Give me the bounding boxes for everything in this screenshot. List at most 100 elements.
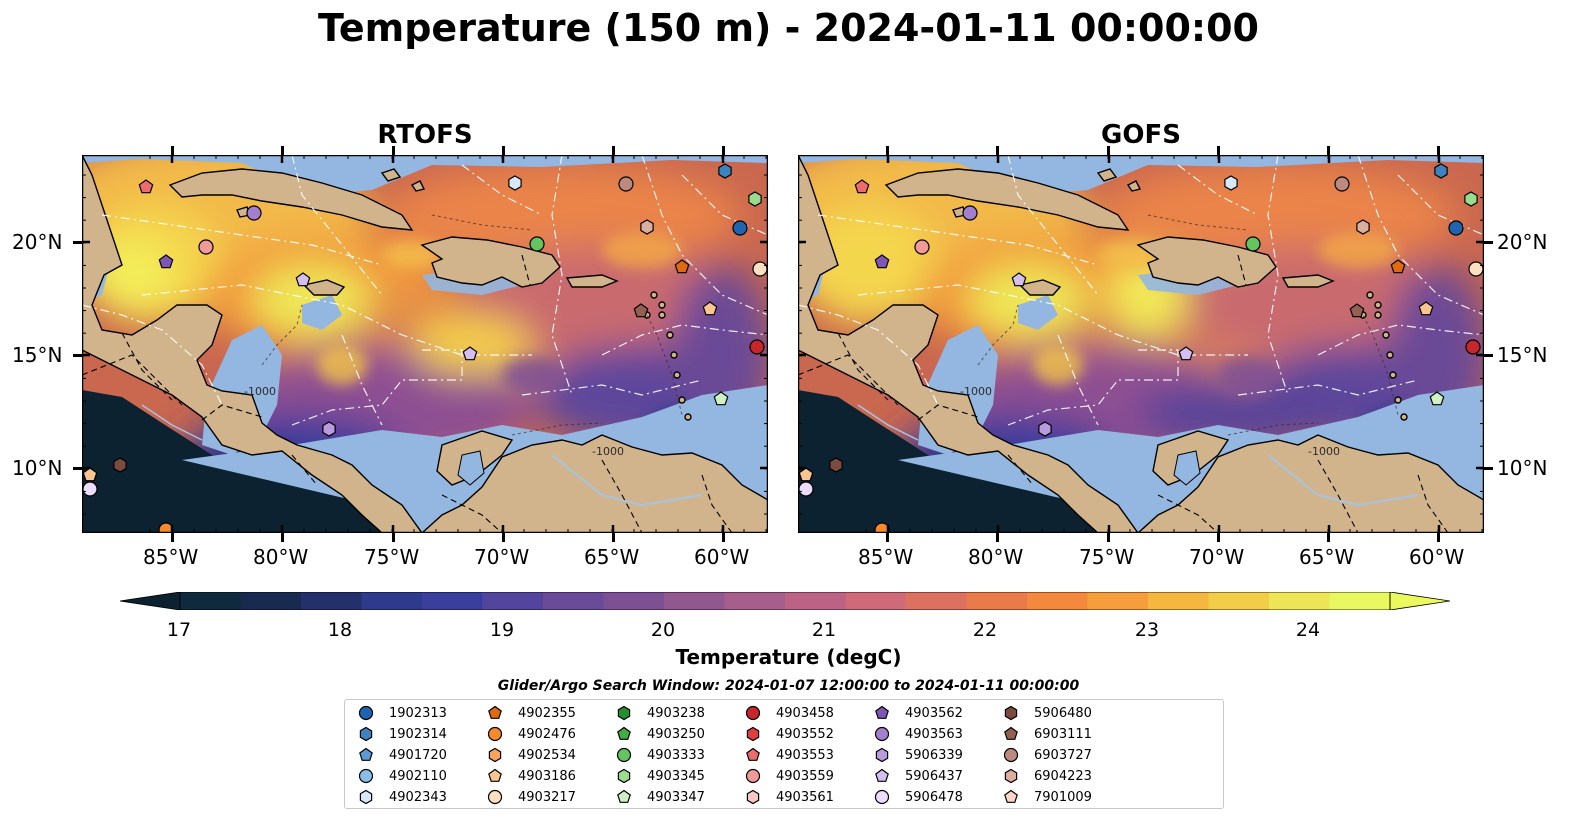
legend-item: 5906339 [873, 745, 963, 765]
legend-label: 5906437 [905, 768, 963, 784]
circle-marker-icon [487, 726, 503, 742]
axis-tick [171, 146, 174, 155]
legend-label: 5906480 [1034, 705, 1092, 721]
legend-item: 4902110 [357, 766, 447, 786]
colorbar-graphic [119, 591, 1451, 611]
pentagon-marker-icon [1004, 789, 1018, 803]
circle-marker-icon [1003, 747, 1019, 763]
lon-label-85w-gofs: 85°W [858, 545, 914, 569]
legend-label: 4903561 [776, 789, 834, 805]
legend-label: 6903727 [1034, 747, 1092, 763]
lon-label-70w-gofs: 70°W [1189, 545, 1245, 569]
panel-title-gofs: GOFS [1101, 120, 1181, 150]
panel-title-rtofs: RTOFS [377, 120, 473, 150]
pentagon-marker-icon [875, 768, 889, 782]
legend-item: 7901009 [1002, 787, 1092, 807]
pentagon-marker-icon [359, 747, 373, 761]
lon-label-75w-gofs: 75°W [1079, 545, 1135, 569]
lat-label-20n-right: 20°N [1497, 230, 1548, 254]
map-graphic: -1000 -1000 [798, 155, 1484, 533]
contour-label: -1000 [1308, 445, 1340, 458]
axis-tick [1437, 146, 1440, 155]
circle-marker-icon [745, 705, 761, 721]
legend-item: 4901720 [357, 745, 447, 765]
legend-item: 4903217 [486, 787, 576, 807]
axis-tick [612, 533, 615, 542]
pentagon-marker-icon [488, 768, 502, 782]
legend-label: 4902534 [518, 747, 576, 763]
lon-label-75w-rtofs: 75°W [364, 545, 420, 569]
legend-item: 4902355 [486, 703, 576, 723]
legend-label: 4901720 [389, 747, 447, 763]
circle-marker-icon [874, 789, 890, 805]
colorbar-tick-19: 19 [489, 619, 515, 641]
figure-title: Temperature (150 m) - 2024-01-11 00:00:0… [317, 6, 1259, 50]
pentagon-marker-icon [1004, 726, 1018, 740]
legend-label: 4902110 [389, 768, 447, 784]
legend-item: 4903347 [615, 787, 705, 807]
legend-item: 6903111 [1002, 724, 1092, 744]
legend-label: 7901009 [1034, 789, 1092, 805]
axis-tick [1327, 533, 1330, 542]
map-graphic: -1000 -1000 [82, 155, 768, 533]
hexagon-marker-icon [875, 747, 889, 763]
axis-tick [1484, 354, 1493, 357]
axis-tick [1484, 467, 1493, 470]
lat-label-10n-right: 10°N [1497, 456, 1548, 480]
lat-label-10n-left: 10°N [12, 456, 63, 480]
legend-label: 4903559 [776, 768, 834, 784]
lat-label-20n-left: 20°N [12, 230, 63, 254]
lon-label-60w-gofs: 60°W [1409, 545, 1465, 569]
axis-tick [392, 533, 395, 542]
axis-tick [996, 533, 999, 542]
legend-item: 4903552 [744, 724, 834, 744]
hexagon-marker-icon [488, 747, 502, 763]
axis-tick [886, 533, 889, 542]
contour-label: -1000 [960, 385, 992, 398]
circle-marker-icon [358, 768, 374, 784]
float-legend: 1902313 1902314 4901720 4902110 4902343 49023… [344, 699, 1224, 809]
legend-label: 1902313 [389, 705, 447, 721]
legend-label: 4903345 [647, 768, 705, 784]
legend-label: 4903186 [518, 768, 576, 784]
rtofs-map-panel[interactable]: -1000 -1000 [82, 155, 768, 533]
colorbar-tick-18: 18 [327, 619, 353, 641]
legend-label: 6903111 [1034, 726, 1092, 742]
axis-tick [392, 146, 395, 155]
axis-tick [1107, 533, 1110, 542]
legend-item: 5906480 [1002, 703, 1092, 723]
colorbar-tick-24: 24 [1295, 619, 1321, 641]
legend-item: 4903561 [744, 787, 834, 807]
legend-item: 4903333 [615, 745, 705, 765]
gofs-map-panel[interactable]: -1000 -1000 [798, 155, 1484, 533]
legend-item: 4903562 [873, 703, 963, 723]
legend-item: 4903238 [615, 703, 705, 723]
colorbar-tick-21: 21 [811, 619, 837, 641]
legend-label: 5906339 [905, 747, 963, 763]
axis-tick [612, 146, 615, 155]
contour-label: -1000 [592, 445, 624, 458]
lon-label-80w-rtofs: 80°W [253, 545, 309, 569]
axis-tick [996, 146, 999, 155]
legend-item: 4903250 [615, 724, 705, 744]
hexagon-marker-icon [359, 726, 373, 742]
axis-tick [502, 533, 505, 542]
legend-item: 4903186 [486, 766, 576, 786]
legend-item: 4903553 [744, 745, 834, 765]
legend-item: 1902313 [357, 703, 447, 723]
axis-tick [281, 146, 284, 155]
pentagon-marker-icon [617, 726, 631, 740]
legend-label: 4903347 [647, 789, 705, 805]
axis-tick [722, 533, 725, 542]
axis-tick [171, 533, 174, 542]
legend-item: 6904223 [1002, 766, 1092, 786]
colorbar-tick-20: 20 [650, 619, 676, 641]
legend-label: 4902476 [518, 726, 576, 742]
pentagon-marker-icon [746, 747, 760, 761]
lon-label-65w-gofs: 65°W [1299, 545, 1355, 569]
legend-label: 1902314 [389, 726, 447, 742]
legend-item: 6903727 [1002, 745, 1092, 765]
axis-tick [722, 146, 725, 155]
axis-tick [73, 354, 82, 357]
temperature-colorbar [119, 591, 1451, 614]
